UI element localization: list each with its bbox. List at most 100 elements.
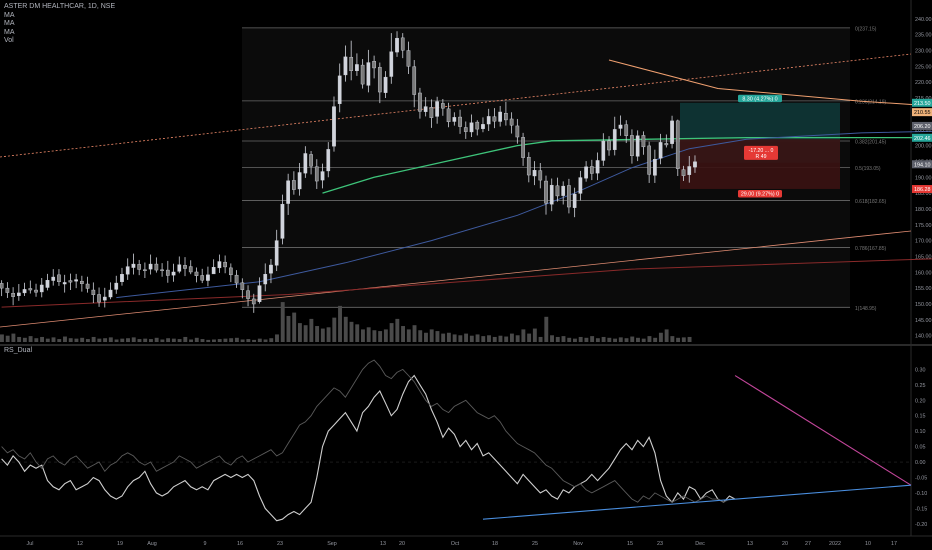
rs-tick-label: 0.00 (915, 460, 926, 466)
price-tick-label: 145.00 (915, 318, 932, 324)
candle-body (51, 276, 56, 281)
time-tick-label: 2022 (829, 541, 841, 547)
candle-body (246, 290, 250, 299)
candle (280, 194, 285, 245)
candle-body (589, 166, 594, 174)
candle-body (555, 185, 560, 197)
volume-bar (320, 328, 325, 342)
candle (68, 273, 73, 291)
volume-bar (22, 337, 27, 342)
risk-label-box (744, 145, 778, 160)
price-tick-label: 170.00 (915, 239, 932, 245)
time-tick-label: Aug (147, 541, 157, 547)
rs-dual-legend[interactable]: RS_Dual (4, 347, 33, 354)
rs-tick-label: -0.05 (915, 475, 927, 481)
candle (303, 146, 308, 178)
volume-bar (68, 338, 73, 342)
candle (0, 280, 4, 297)
candle (377, 62, 382, 104)
price-axis-tag (912, 185, 932, 194)
price-axis-tag (912, 121, 932, 130)
candle (521, 132, 525, 166)
candle (670, 115, 674, 149)
candle (578, 170, 583, 201)
candle (188, 260, 193, 275)
candle-body (406, 50, 411, 67)
volume-bar (63, 336, 67, 342)
stop-label: 29.00 (9.27%) 0 (738, 189, 782, 198)
candle-body (108, 289, 113, 298)
candle-body (28, 288, 33, 291)
candle (102, 287, 107, 308)
volume-bar (143, 338, 148, 342)
candle-body (607, 140, 611, 151)
indicator-ma-2[interactable]: MA (4, 20, 15, 27)
candle-body (211, 267, 216, 275)
candle (80, 275, 84, 292)
candle (423, 97, 428, 117)
volume-bar (469, 335, 474, 342)
candle (74, 273, 78, 289)
price-tick-label: 230.00 (915, 49, 932, 55)
indicator-ma-1[interactable]: MA (4, 11, 15, 19)
volume-bar (148, 339, 153, 342)
time-tick-label: Nov (573, 541, 583, 547)
volume-bar (435, 331, 440, 342)
price-axis-tag-text: 206.20 (914, 124, 931, 130)
candle-body (240, 282, 245, 290)
candle-body (80, 280, 84, 284)
candle-body (521, 137, 525, 158)
candle-body (16, 292, 21, 296)
risk-label: -17.20 ... 0R 49 (744, 145, 778, 160)
volume-bar (573, 338, 577, 342)
indicator-ma-3[interactable]: MA (4, 28, 15, 36)
candle (269, 258, 273, 284)
candle-body (687, 166, 692, 175)
candle-body (658, 142, 663, 159)
volume-bar (532, 328, 537, 342)
volume-bar (240, 339, 245, 342)
volume-bar (154, 337, 159, 342)
volume-bar (487, 335, 491, 342)
candle (607, 136, 611, 156)
candle (400, 33, 405, 59)
candle (412, 60, 417, 108)
price-tick-label: 200.00 (915, 144, 932, 150)
volume-bar (441, 333, 446, 342)
candle-body (91, 289, 96, 295)
candle (22, 282, 27, 297)
rs-tick-label: 0.15 (915, 414, 926, 420)
candle (45, 273, 50, 291)
volume-bar (212, 339, 216, 342)
candle (429, 99, 434, 128)
candle-body (567, 185, 571, 208)
candle-body (469, 122, 474, 133)
rs-tick-label: 0.10 (915, 429, 926, 435)
symbol-title[interactable]: ASTER DM HEALTHCAR, 1D, NSE (4, 3, 116, 10)
candle-body (584, 166, 588, 179)
indicator-vol[interactable]: Vol (4, 37, 14, 44)
candle-body (675, 120, 680, 169)
volume-bar (653, 337, 658, 342)
candle (389, 33, 394, 84)
candle (320, 163, 325, 189)
rs-tick-label: -0.20 (915, 522, 927, 528)
candle (469, 114, 474, 138)
candle-body (515, 125, 520, 138)
candle (286, 173, 290, 215)
price-axis-tag (912, 160, 932, 169)
volume-bar (492, 336, 497, 342)
volume-bar (34, 338, 39, 342)
volume-bar (137, 339, 142, 342)
volume-bar (372, 330, 377, 342)
candle-body (125, 266, 130, 275)
candle (91, 282, 96, 304)
rs-tick-label: -0.10 (915, 491, 927, 497)
risk-label-line2: R 49 (756, 154, 767, 160)
candle-body (217, 261, 222, 269)
candle-body (34, 289, 38, 293)
volume-bar (85, 339, 90, 342)
volume-bar (555, 336, 560, 342)
candle-body (85, 283, 90, 289)
